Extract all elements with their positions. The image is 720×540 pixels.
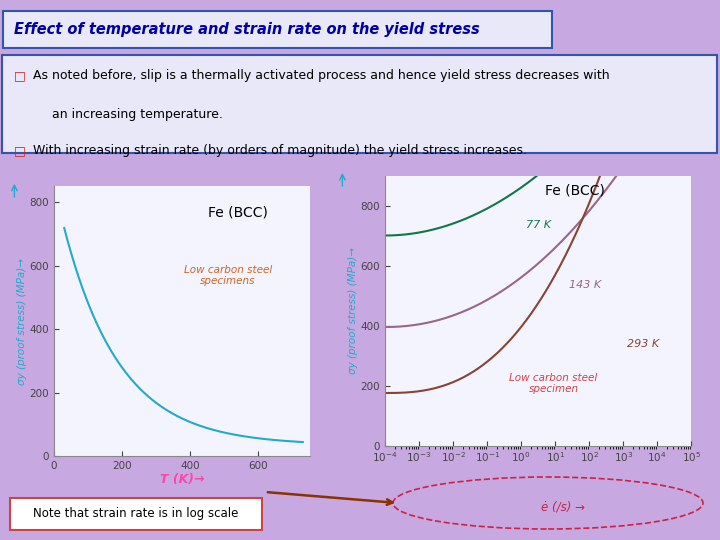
Text: 77 K: 77 K (526, 220, 551, 230)
Text: Fe (BCC): Fe (BCC) (545, 184, 605, 198)
FancyBboxPatch shape (2, 55, 717, 153)
Text: 293 K: 293 K (627, 339, 659, 349)
Text: Low carbon steel
specimens: Low carbon steel specimens (184, 265, 272, 286)
Text: Effect of temperature and strain rate on the yield stress: Effect of temperature and strain rate on… (14, 22, 480, 37)
Text: With increasing strain rate (by orders of magnitude) the yield stress increases.: With increasing strain rate (by orders o… (32, 144, 527, 157)
Y-axis label: σy (proof stress) (MPa)→: σy (proof stress) (MPa)→ (348, 247, 358, 374)
Y-axis label: σy (proof stress) (MPa)→: σy (proof stress) (MPa)→ (17, 258, 27, 385)
FancyBboxPatch shape (3, 11, 552, 48)
Text: an increasing temperature.: an increasing temperature. (52, 108, 222, 121)
Text: 143 K: 143 K (569, 280, 601, 289)
Text: ė (/s) →: ė (/s) → (541, 501, 585, 514)
Text: Low carbon steel
specimen: Low carbon steel specimen (509, 373, 598, 394)
X-axis label: T (K)→: T (K)→ (160, 472, 204, 485)
Text: Fe (BCC): Fe (BCC) (208, 205, 268, 219)
Text: As noted before, slip is a thermally activated process and hence yield stress de: As noted before, slip is a thermally act… (32, 69, 609, 82)
Text: □: □ (14, 144, 26, 157)
Text: □: □ (14, 69, 26, 82)
FancyBboxPatch shape (10, 498, 262, 530)
Text: Note that strain rate is in log scale: Note that strain rate is in log scale (33, 508, 239, 521)
